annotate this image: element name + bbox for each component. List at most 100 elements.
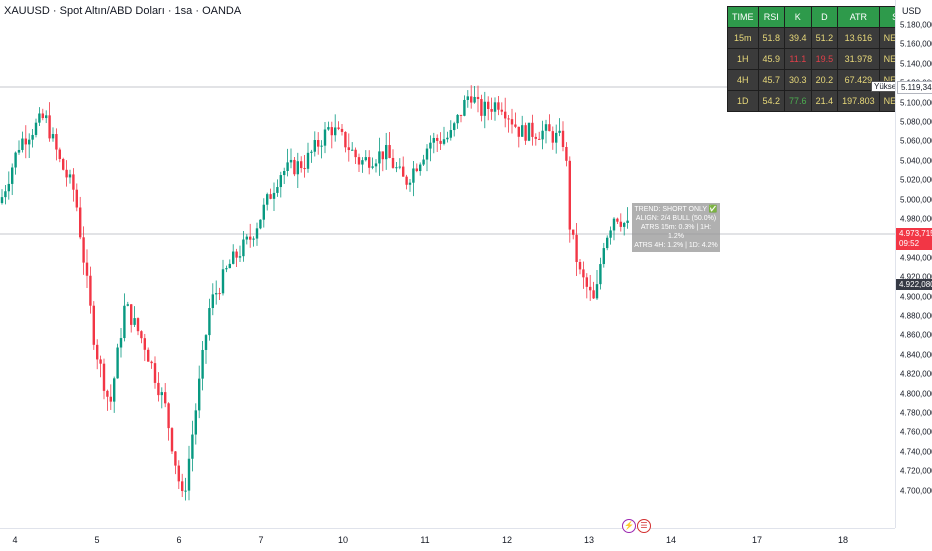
candle-body bbox=[409, 183, 411, 185]
time-tick-label: 18 bbox=[838, 535, 848, 545]
candle-body bbox=[504, 112, 506, 119]
candle-body bbox=[589, 287, 591, 290]
candle-body bbox=[443, 139, 445, 144]
price-tick-label: 5.160,000 bbox=[900, 40, 932, 49]
cell-d: 20.2 bbox=[811, 70, 838, 91]
candle-body bbox=[555, 133, 557, 143]
candle-body bbox=[609, 230, 611, 237]
price-tick-label: 4.700,000 bbox=[900, 486, 932, 495]
header-d: D bbox=[811, 7, 838, 28]
time-tick-label: 11 bbox=[420, 535, 429, 545]
candle-body bbox=[65, 170, 67, 178]
candle-body bbox=[616, 219, 618, 222]
header-time: TIME bbox=[728, 7, 759, 28]
candle-body bbox=[477, 97, 479, 99]
price-tick-label: 5.100,000 bbox=[900, 98, 932, 107]
candle-body bbox=[337, 127, 339, 128]
candle-body bbox=[103, 364, 105, 391]
cell-atr: 13.616 bbox=[838, 28, 880, 49]
candles-group bbox=[1, 85, 629, 500]
candle-body bbox=[450, 130, 452, 138]
us-flag-icon[interactable]: ☰ bbox=[637, 519, 651, 533]
candle-body bbox=[446, 138, 448, 140]
candle-body bbox=[110, 397, 112, 402]
candle-body bbox=[569, 161, 571, 230]
candle-body bbox=[133, 318, 135, 325]
candle-body bbox=[191, 435, 193, 459]
cell-d: 19.5 bbox=[811, 49, 838, 70]
info-line-1: TREND: SHORT ONLY ✅ bbox=[634, 205, 718, 214]
candle-body bbox=[344, 132, 346, 147]
time-tick-label: 4 bbox=[12, 535, 17, 545]
cell-atr: 197.803 bbox=[838, 91, 880, 112]
candle-body bbox=[201, 350, 203, 379]
candle-body bbox=[470, 96, 472, 102]
candle-body bbox=[314, 140, 316, 152]
candle-body bbox=[528, 123, 530, 141]
cell-time: 4H bbox=[728, 70, 759, 91]
candle-body bbox=[290, 160, 292, 162]
current-price-value: 4.973,715 bbox=[899, 229, 932, 239]
candle-body bbox=[106, 391, 108, 397]
candle-body bbox=[266, 194, 268, 205]
lightning-icon[interactable]: ⚡ bbox=[622, 519, 636, 533]
candle-body bbox=[599, 264, 601, 284]
candle-body bbox=[69, 174, 71, 177]
candle-body bbox=[232, 252, 234, 264]
candle-body bbox=[416, 168, 418, 171]
candle-body bbox=[511, 119, 513, 124]
candle-body bbox=[365, 157, 367, 160]
current-price-tag: 4.973,715 09:52 bbox=[896, 228, 932, 250]
currency-label[interactable]: USD bbox=[902, 6, 921, 16]
price-tick-label: 5.040,000 bbox=[900, 156, 932, 165]
candle-body bbox=[18, 150, 20, 153]
trend-info-box: TREND: SHORT ONLY ✅ ALIGN: 2/4 BULL (50.… bbox=[632, 203, 720, 252]
price-tick-label: 4.840,000 bbox=[900, 350, 932, 359]
price-tick-label: 4.980,000 bbox=[900, 215, 932, 224]
candle-body bbox=[626, 221, 628, 223]
event-icons[interactable]: ⚡☰ bbox=[622, 515, 652, 533]
price-axis[interactable]: USD 5.180,0005.160,0005.140,0005.120,000… bbox=[895, 0, 932, 528]
price-tick-label: 4.860,000 bbox=[900, 331, 932, 340]
candle-body bbox=[62, 159, 64, 170]
candle-body bbox=[212, 294, 214, 308]
time-tick-label: 14 bbox=[666, 535, 676, 545]
candle-body bbox=[205, 335, 207, 350]
candle-body bbox=[507, 118, 509, 119]
candle-body bbox=[562, 131, 564, 147]
cell-atr: 31.978 bbox=[838, 49, 880, 70]
price-tick-label: 4.820,000 bbox=[900, 370, 932, 379]
price-tick-label: 4.900,000 bbox=[900, 292, 932, 301]
candle-body bbox=[548, 124, 550, 131]
candle-body bbox=[429, 143, 431, 149]
price-tick-label: 5.020,000 bbox=[900, 176, 932, 185]
price-tick-label: 4.740,000 bbox=[900, 447, 932, 456]
candle-body bbox=[96, 345, 98, 360]
price-tick-label: 4.800,000 bbox=[900, 389, 932, 398]
candle-body bbox=[286, 162, 288, 171]
candle-body bbox=[436, 138, 438, 141]
candle-body bbox=[35, 123, 37, 135]
candle-body bbox=[586, 277, 588, 287]
cell-d: 51.2 bbox=[811, 28, 838, 49]
candle-body bbox=[25, 139, 27, 145]
candle-body bbox=[235, 252, 237, 258]
candle-body bbox=[382, 151, 384, 159]
candle-body bbox=[188, 459, 190, 491]
candle-body bbox=[300, 161, 302, 168]
candle-body bbox=[269, 194, 271, 199]
candle-body bbox=[623, 223, 625, 227]
candle-body bbox=[490, 109, 492, 112]
cell-rsi: 54.2 bbox=[758, 91, 785, 112]
price-tick-label: 4.880,000 bbox=[900, 312, 932, 321]
candle-body bbox=[310, 152, 312, 153]
candle-body bbox=[422, 160, 424, 165]
candle-body bbox=[55, 134, 57, 150]
candle-body bbox=[463, 100, 465, 116]
cell-time: 1H bbox=[728, 49, 759, 70]
candle-body bbox=[130, 304, 132, 325]
candle-body bbox=[579, 262, 581, 269]
candle-body bbox=[208, 308, 210, 335]
chart-title: XAUUSD · Spot Altın/ABD Doları · 1sa · O… bbox=[4, 5, 241, 17]
